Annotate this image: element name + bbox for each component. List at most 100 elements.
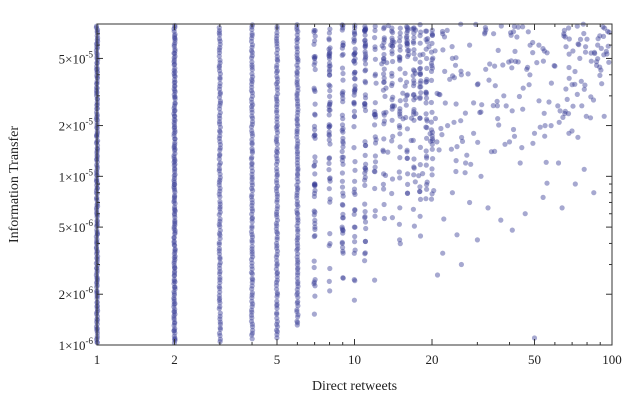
data-point [327,102,333,108]
data-point [273,136,279,143]
data-point [429,136,436,142]
data-point [217,277,223,283]
data-point [381,171,387,177]
data-point [171,309,177,315]
data-point [569,128,575,134]
data-point [217,194,223,200]
data-point [274,271,280,277]
data-point [312,53,318,60]
data-point [171,77,178,83]
data-point [391,39,397,45]
data-point [418,29,424,35]
data-point [171,301,177,307]
data-point [424,135,430,141]
data-point [294,240,300,246]
data-point [172,187,178,193]
data-point [351,101,357,107]
data-point [295,179,301,185]
data-point [171,210,177,217]
data-point [216,113,223,119]
data-point [249,185,255,191]
data-point [340,144,346,150]
data-point [352,50,358,56]
data-point [249,219,255,225]
data-point [249,239,255,245]
data-point [372,277,378,283]
data-point [274,335,280,341]
data-point [248,156,254,162]
data-point [249,64,255,70]
data-point [274,148,280,154]
data-point [563,44,569,50]
data-point [389,176,396,182]
data-point [390,43,396,49]
data-point [410,67,417,73]
data-point [468,161,474,167]
data-point [340,89,346,95]
data-point [486,77,492,83]
data-point [352,56,358,62]
data-point [294,210,300,216]
data-point [294,73,300,79]
data-point [273,279,280,285]
data-point [249,53,255,59]
data-point [403,35,410,41]
data-point [295,303,301,309]
data-point [509,108,515,114]
data-point [295,265,301,271]
data-point [339,122,346,128]
data-point [389,138,395,144]
data-point [340,215,346,221]
data-point [584,36,590,42]
data-point [172,311,178,317]
data-point [171,50,177,56]
data-point [217,110,223,116]
data-point [454,144,460,150]
data-point [397,205,403,211]
data-point [482,29,488,35]
data-point [294,300,300,306]
data-point [172,88,178,94]
data-point [172,212,178,218]
data-point [172,265,178,271]
data-point [590,97,597,103]
data-point [274,301,280,307]
data-point [217,60,223,66]
data-point [351,250,357,256]
data-point [295,109,301,115]
data-point [417,52,423,58]
data-point [273,266,279,272]
data-point [423,90,429,96]
data-point [381,79,387,85]
data-point [402,70,408,76]
data-point [423,148,429,154]
data-point [274,127,280,133]
data-point [249,298,255,304]
data-point [295,312,301,318]
data-point [172,146,178,152]
data-point [380,181,386,187]
data-point [311,62,317,68]
data-point [424,55,430,62]
data-point [171,313,177,319]
data-point [509,227,515,233]
data-point [517,160,523,166]
data-point [172,73,178,80]
data-point [216,330,223,336]
data-point [340,140,346,146]
data-point [311,193,317,200]
data-point [380,87,386,93]
data-point [417,115,423,121]
data-point [397,144,403,150]
data-point [412,179,418,185]
data-point [418,90,424,96]
data-point [171,70,177,76]
data-point [384,60,390,66]
data-point [339,90,345,96]
data-point [372,100,378,106]
data-point [595,36,601,42]
data-point [172,189,178,195]
data-point [397,66,403,72]
data-point [326,30,332,36]
data-point [216,179,222,185]
